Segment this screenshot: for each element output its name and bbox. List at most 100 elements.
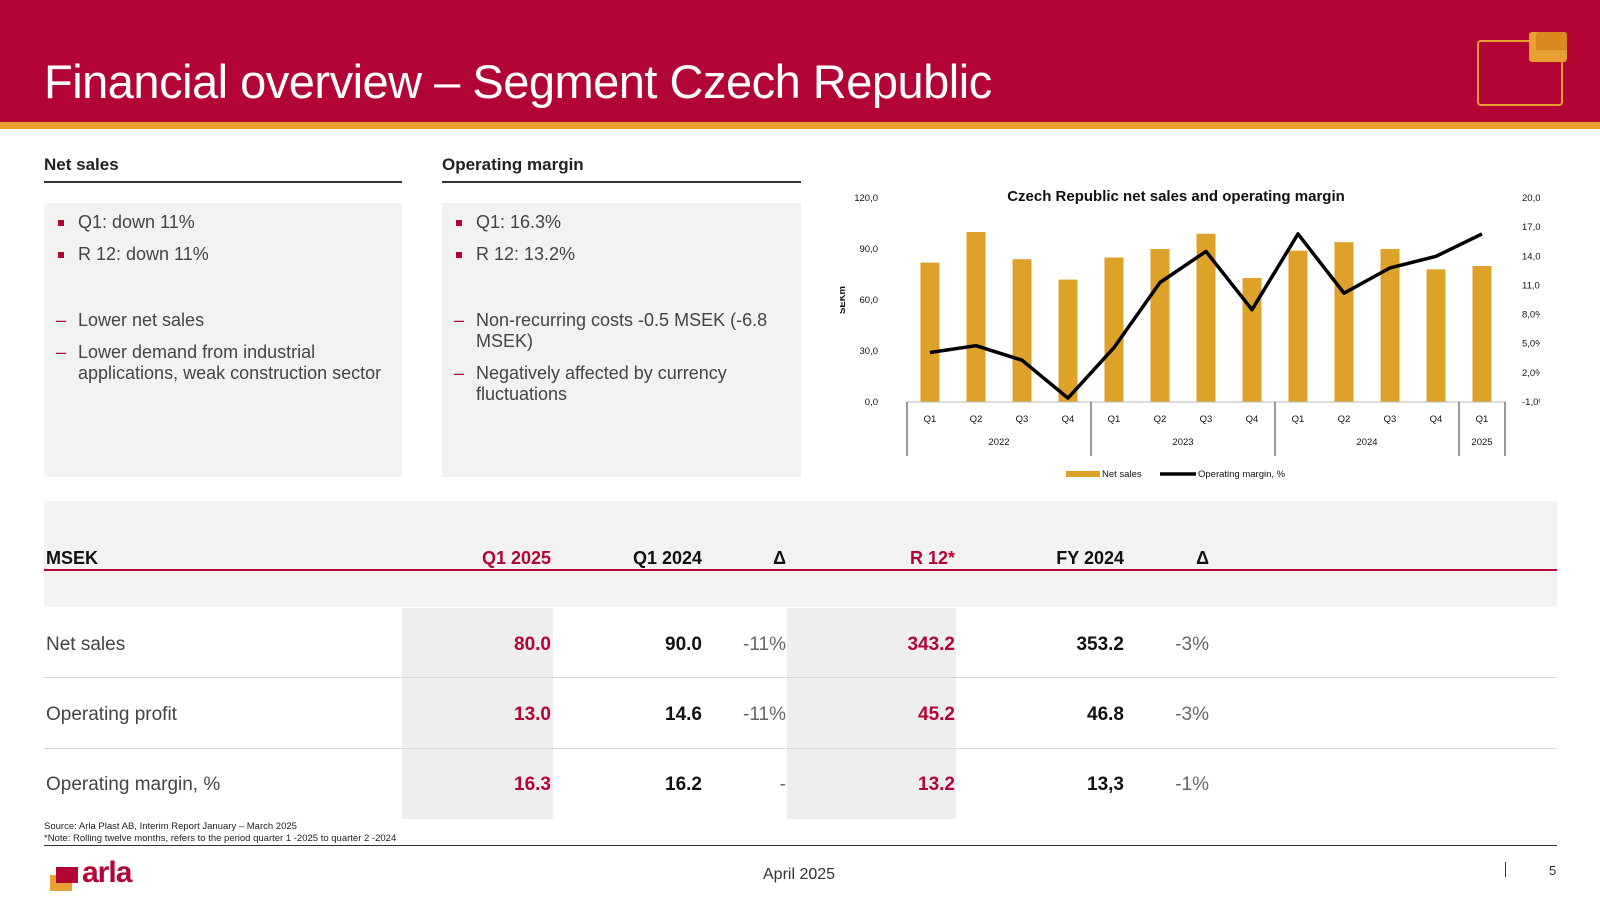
cell-q1-2025: 13.0 bbox=[514, 704, 551, 725]
operating-margin-line bbox=[929, 232, 1483, 400]
r12-column-shade bbox=[787, 608, 956, 819]
arla-logo-text: arla bbox=[82, 856, 132, 889]
net-sales-bullet: R 12: down 11% bbox=[56, 244, 390, 265]
op-margin-comment: Negatively affected by currency fluctuat… bbox=[454, 363, 789, 405]
row-divider bbox=[44, 677, 1557, 678]
net-sales-panel: Q1: down 11% R 12: down 11% Lower net sa… bbox=[44, 203, 402, 477]
table-header-q1-2024: Q1 2024 bbox=[632, 548, 702, 568]
header-bar bbox=[0, 0, 1600, 122]
op-margin-bullet: R 12: 13.2% bbox=[454, 244, 789, 265]
chart-title: Czech Republic net sales and operating m… bbox=[1007, 188, 1345, 205]
x-tick-label: Q3 bbox=[1384, 414, 1397, 425]
cell-delta-fy: -3% bbox=[1175, 704, 1209, 725]
table-header-delta-fy: Δ bbox=[1196, 548, 1209, 568]
cell-q1-2024: 16.2 bbox=[665, 774, 702, 795]
x-tick-label: Q2 bbox=[970, 414, 983, 425]
x-tick-label: Q4 bbox=[1430, 414, 1443, 425]
row-label-operating-profit: Operating profit bbox=[46, 704, 177, 725]
footer-date: April 2025 bbox=[763, 866, 836, 883]
cell-r12: 343.2 bbox=[907, 634, 955, 655]
y2-tick-label: 14,0% bbox=[1522, 251, 1540, 262]
y-tick-label: 30,0 bbox=[860, 346, 879, 357]
cell-q1-2025: 16.3 bbox=[514, 774, 551, 795]
net-sales-bullet: Q1: down 11% bbox=[56, 212, 390, 233]
page-number: 5 bbox=[1549, 863, 1557, 878]
footnote: *Note: Rolling twelve months, refers to … bbox=[44, 833, 397, 844]
chart-svg: Czech Republic net sales and operating m… bbox=[837, 188, 1549, 480]
arla-logo-mark-red bbox=[56, 867, 78, 883]
cell-delta-fy: -1% bbox=[1175, 774, 1209, 795]
x-tick-label: Q1 bbox=[924, 414, 937, 425]
net-sales-bar bbox=[1242, 277, 1262, 402]
x-tick-label: Q3 bbox=[1200, 414, 1213, 425]
row-label-operating-margin: Operating margin, % bbox=[46, 774, 221, 795]
y-tick-label: 120,0 bbox=[854, 193, 878, 204]
row-label-net-sales: Net sales bbox=[46, 634, 126, 655]
net-sales-comment: Lower demand from industrial application… bbox=[56, 342, 390, 384]
net-sales-bar bbox=[1012, 259, 1032, 402]
year-label: 2024 bbox=[1356, 437, 1377, 448]
y2-tick-label: 2,0% bbox=[1522, 368, 1540, 379]
net-sales-margin-chart: Czech Republic net sales and operating m… bbox=[837, 182, 1549, 482]
y2-tick-label: 20,0% bbox=[1522, 193, 1540, 204]
q1-2025-column-shade bbox=[402, 608, 553, 819]
op-margin-bullet: Q1: 16.3% bbox=[454, 212, 789, 233]
cell-delta: - bbox=[779, 774, 786, 795]
page-title: Financial overview – Segment Czech Repub… bbox=[44, 55, 992, 108]
legend-swatch-net-sales bbox=[1066, 471, 1100, 477]
y2-tick-label: 5,0% bbox=[1522, 339, 1540, 350]
net-sales-bar bbox=[1472, 266, 1492, 402]
x-tick-label: Q4 bbox=[1062, 414, 1075, 425]
cell-q1-2024: 90.0 bbox=[665, 634, 702, 655]
net-sales-bar bbox=[966, 232, 986, 402]
net-sales-bar bbox=[920, 262, 940, 402]
cell-delta: -11% bbox=[743, 634, 786, 655]
x-tick-label: Q2 bbox=[1338, 414, 1351, 425]
net-sales-heading: Net sales bbox=[44, 155, 402, 183]
net-sales-comment: Lower net sales bbox=[56, 310, 390, 331]
op-margin-heading: Operating margin bbox=[442, 155, 801, 183]
x-tick-label: Q4 bbox=[1246, 414, 1259, 425]
y-tick-label: 0,0 bbox=[865, 397, 878, 408]
y-tick-label: 90,0 bbox=[860, 244, 879, 255]
table-header-msek: MSEK bbox=[46, 548, 99, 568]
net-sales-bar bbox=[1104, 257, 1124, 402]
x-tick-label: Q3 bbox=[1016, 414, 1029, 425]
cell-delta: -11% bbox=[743, 704, 786, 725]
net-sales-bar bbox=[1058, 279, 1078, 402]
cell-fy2024: 46.8 bbox=[1087, 704, 1124, 725]
x-tick-label: Q1 bbox=[1108, 414, 1121, 425]
net-sales-bar bbox=[1288, 250, 1308, 402]
net-sales-bar bbox=[1426, 269, 1446, 402]
y2-tick-label: 17,0% bbox=[1522, 222, 1540, 233]
net-sales-bar bbox=[1196, 233, 1216, 402]
table-header-rule bbox=[44, 569, 1557, 571]
year-label: 2025 bbox=[1471, 437, 1492, 448]
table-header-r12: R 12* bbox=[909, 548, 955, 568]
y2-tick-label: 8,0% bbox=[1522, 310, 1540, 321]
x-tick-label: Q1 bbox=[1476, 414, 1489, 425]
corner-logo-square-top bbox=[1536, 32, 1567, 50]
y-axis-label: SEKm bbox=[840, 286, 848, 314]
cell-fy2024: 13,3 bbox=[1087, 774, 1124, 795]
x-tick-label: Q1 bbox=[1292, 414, 1305, 425]
table-header-q1-2025: Q1 2025 bbox=[481, 548, 551, 568]
header-accent-stripe bbox=[0, 122, 1600, 129]
y-tick-label: 60,0 bbox=[860, 295, 879, 306]
net-sales-bar bbox=[1380, 249, 1400, 402]
net-sales-bar bbox=[1334, 242, 1354, 402]
y2-tick-label: -1,0% bbox=[1522, 397, 1540, 408]
cell-fy2024: 353.2 bbox=[1076, 634, 1124, 655]
op-margin-panel: Q1: 16.3% R 12: 13.2% Non-recurring cost… bbox=[442, 203, 801, 477]
legend-label: Net sales bbox=[1102, 469, 1142, 480]
legend-label: Operating margin, % bbox=[1198, 469, 1286, 480]
year-label: 2022 bbox=[988, 437, 1009, 448]
op-margin-comment: Non-recurring costs -0.5 MSEK (-6.8 MSEK… bbox=[454, 310, 789, 352]
row-divider bbox=[44, 748, 1557, 749]
source-note: Source: Arla Plast AB, Interim Report Ja… bbox=[44, 821, 297, 832]
cell-r12: 45.2 bbox=[918, 704, 955, 725]
net-sales-bar bbox=[1150, 249, 1170, 402]
cell-q1-2025: 80.0 bbox=[514, 634, 551, 655]
year-label: 2023 bbox=[1172, 437, 1193, 448]
page-number-separator bbox=[1505, 862, 1506, 877]
